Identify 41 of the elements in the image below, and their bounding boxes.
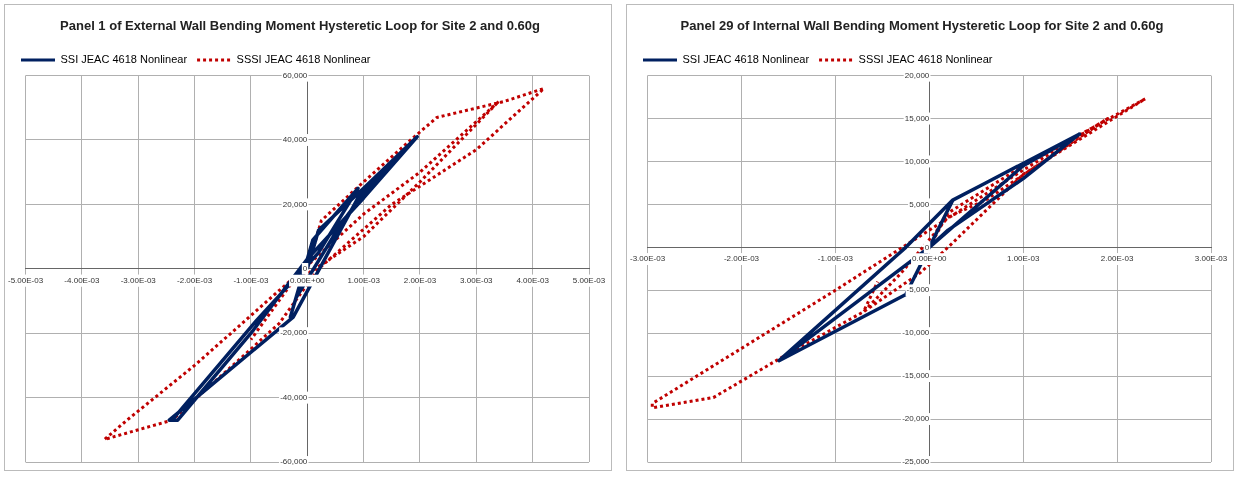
x-tick-label: -3.00E-03 bbox=[120, 275, 157, 285]
x-tick-label: 3.00E-03 bbox=[1194, 254, 1228, 264]
y-tick-label: -10,000 bbox=[902, 328, 930, 338]
y-tick-label: 15,000 bbox=[904, 113, 930, 123]
chart-title: Panel 29 of Internal Wall Bending Moment Hysteretic Loop for Site 2 and 0.60g bbox=[680, 18, 1164, 34]
x-tick-label: -1.00E-03 bbox=[233, 275, 270, 285]
y-tick-label: 10,000 bbox=[904, 156, 930, 166]
x-tick-label: 4.00E-03 bbox=[516, 275, 550, 285]
x-tick-label: -4.00E-03 bbox=[64, 275, 101, 285]
x-tick-label: 5.00E-03 bbox=[572, 275, 606, 285]
y-tick-label: 0 bbox=[924, 242, 930, 252]
x-tick-label: 2.00E-03 bbox=[403, 275, 437, 285]
y-tick-label: 20,000 bbox=[282, 199, 308, 209]
x-tick-label: 0.00E+00 bbox=[290, 275, 326, 285]
y-tick-label: 60,000 bbox=[282, 70, 308, 80]
x-tick-label: -2.00E-03 bbox=[177, 275, 213, 285]
y-tick-label: 20,000 bbox=[904, 70, 930, 80]
x-tick-label: -5.00E-03 bbox=[8, 275, 44, 285]
x-tick-label: 3.00E-03 bbox=[460, 275, 494, 285]
y-tick-label: -60,000 bbox=[280, 457, 308, 467]
x-tick-label: -3.00E-03 bbox=[630, 254, 666, 264]
legend-label: SSI JEAC 4618 Nonlinear bbox=[60, 53, 188, 66]
legend-label: SSSI JEAC 4618 Nonlinear bbox=[858, 53, 993, 66]
y-tick-label: -20,000 bbox=[902, 414, 930, 424]
x-tick-label: 0.00E+00 bbox=[912, 254, 948, 264]
x-tick-label: -1.00E-03 bbox=[817, 254, 854, 264]
y-tick-label: 5,000 bbox=[909, 199, 930, 209]
chart-title: Panel 1 of External Wall Bending Moment Hysteretic Loop for Site 2 and 0.60g bbox=[60, 18, 540, 34]
legend-label: SSSI JEAC 4618 Nonlinear bbox=[236, 53, 371, 66]
x-tick-label: -2.00E-03 bbox=[723, 254, 760, 264]
x-tick-label: 1.00E-03 bbox=[347, 275, 381, 285]
x-tick-label: 2.00E-03 bbox=[1100, 254, 1134, 264]
y-tick-label: -20,000 bbox=[280, 328, 308, 338]
y-tick-label: 0 bbox=[302, 264, 308, 273]
y-tick-label: -25,000 bbox=[902, 457, 930, 467]
y-tick-label: -40,000 bbox=[280, 392, 308, 402]
y-tick-label: -15,000 bbox=[902, 371, 930, 381]
y-tick-label: 40,000 bbox=[282, 135, 308, 145]
legend-label: SSI JEAC 4618 Nonlinear bbox=[682, 53, 810, 66]
x-tick-label: 1.00E-03 bbox=[1006, 254, 1040, 264]
y-tick-label: -5,000 bbox=[906, 285, 930, 295]
